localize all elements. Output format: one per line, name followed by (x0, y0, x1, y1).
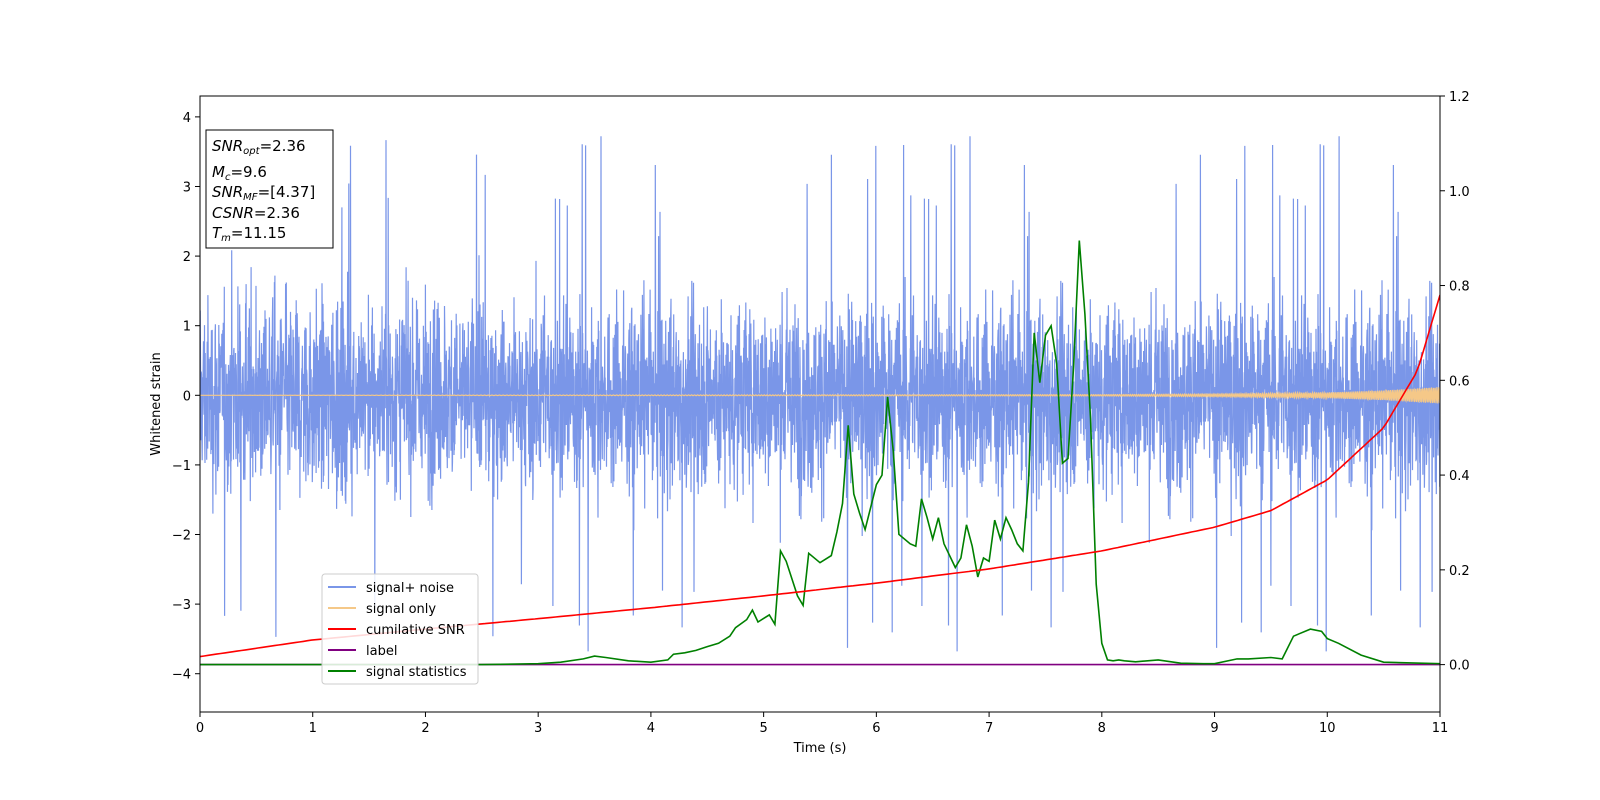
y-tick-label: 3 (183, 180, 191, 195)
metric-line: Mc=9.6 (212, 163, 267, 183)
legend-label: signal only (366, 602, 436, 617)
y-tick-label: 4 (183, 111, 191, 126)
plot-frame (199, 95, 1441, 713)
legend: signal+ noise signal only cumilative SNR la… (321, 573, 479, 685)
y-tick-label: 2 (183, 250, 191, 265)
y-tick-label: 0 (183, 389, 191, 404)
x-tick-label: 4 (647, 721, 655, 736)
y2-tick-label: 0.0 (1449, 659, 1470, 674)
x-axis-label: Time (s) (793, 741, 847, 756)
metric-line: CSNR=2.36 (212, 204, 300, 222)
x-tick-label: 6 (872, 721, 880, 736)
metric-line: SNRMF=[4.37] (212, 183, 315, 203)
series-signal-only (200, 387, 1440, 404)
x-tick-label: 0 (196, 721, 204, 736)
x-tick-label: 10 (1319, 721, 1336, 736)
legend-label: cumilative SNR (366, 623, 465, 638)
y-tick-label: −4 (172, 668, 191, 683)
x-tick-label: 2 (421, 721, 429, 736)
legend-label: signal statistics (366, 665, 467, 680)
x-tick-label: 1 (309, 721, 317, 736)
y2-tick-label: 0.4 (1449, 469, 1470, 484)
metric-line: Tm=11.15 (212, 224, 286, 244)
y2-tick-label: 0.2 (1449, 564, 1470, 579)
y-tick-label: −1 (172, 459, 191, 474)
y-axis-label: Whitened strain (149, 352, 164, 455)
y-tick-label: −2 (172, 529, 191, 544)
x-tick-label: 3 (534, 721, 542, 736)
metrics-box-frame (205, 129, 334, 249)
x-axis: 0 1 2 3 4 5 6 7 8 9 10 11 (196, 712, 1448, 736)
y2-tick-label: 1.0 (1449, 185, 1470, 200)
x-tick-label: 5 (759, 721, 767, 736)
x-tick-label: 7 (985, 721, 993, 736)
legend-label: label (366, 644, 397, 659)
y2-tick-label: 0.8 (1449, 280, 1470, 295)
y-axis-left: −4 −3 −2 −1 0 1 2 3 4 (172, 111, 200, 683)
y-axis-right: 0.0 0.2 0.4 0.6 0.8 1.0 1.2 (1440, 90, 1470, 674)
x-tick-label: 8 (1098, 721, 1106, 736)
x-tick-label: 9 (1210, 721, 1218, 736)
x-tick-label: 11 (1432, 721, 1449, 736)
y-tick-label: −3 (172, 598, 191, 613)
y-tick-label: 1 (183, 320, 191, 335)
metric-line: SNRopt=2.36 (212, 137, 306, 157)
series-signal-noise (200, 136, 1440, 652)
y2-tick-label: 0.6 (1449, 374, 1470, 389)
legend-label: signal+ noise (366, 581, 454, 596)
y2-tick-label: 1.2 (1449, 90, 1470, 105)
legend-frame (321, 573, 479, 685)
series-signal-statistics (200, 240, 1440, 666)
